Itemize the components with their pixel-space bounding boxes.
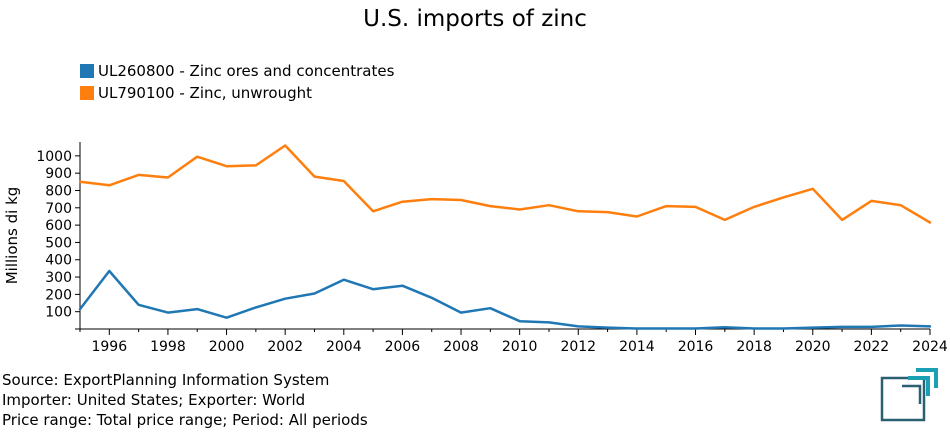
price-text: Price range: Total price range; Period: … xyxy=(2,411,368,429)
y-tick-label: 400 xyxy=(45,253,72,269)
x-tick-label: 2010 xyxy=(502,339,538,355)
y-tick-label: 1000 xyxy=(36,149,72,165)
series-line-1 xyxy=(78,269,932,330)
x-tick-label: 2018 xyxy=(736,339,772,355)
importer-text: Importer: United States; Exporter: World xyxy=(2,391,306,409)
legend-item-series-2: UL790100 - Zinc, unwrought xyxy=(80,82,394,104)
legend-label-series-1: UL260800 - Zinc ores and concentrates xyxy=(98,62,395,80)
series-line-2 xyxy=(78,144,932,224)
x-tick-label: 1996 xyxy=(91,339,127,355)
x-tick-label: 2020 xyxy=(795,339,831,355)
x-tick-label: 2012 xyxy=(560,339,596,355)
y-tick-label: 100 xyxy=(45,305,72,321)
y-tick-label: 500 xyxy=(45,235,72,251)
x-tick-label: 2022 xyxy=(854,339,890,355)
footer: Source: ExportPlanning Information Syste… xyxy=(2,370,368,430)
exportplanning-logo-icon xyxy=(880,368,938,422)
legend-label-series-2: UL790100 - Zinc, unwrought xyxy=(98,84,312,102)
x-tick-label: 2000 xyxy=(209,339,245,355)
y-tick-label: 600 xyxy=(45,218,72,234)
x-tick-label: 2016 xyxy=(678,339,714,355)
chart-title: U.S. imports of zinc xyxy=(363,6,587,32)
y-tick-label: 700 xyxy=(45,201,72,217)
y-tick-label: 200 xyxy=(45,287,72,303)
x-tick-label: 2008 xyxy=(443,339,479,355)
legend-swatch-series-1 xyxy=(80,64,94,78)
x-tick-label: 1998 xyxy=(150,339,186,355)
y-tick-label: 800 xyxy=(45,183,72,199)
legend-item-series-1: UL260800 - Zinc ores and concentrates xyxy=(80,60,394,82)
legend-swatch-series-2 xyxy=(80,86,94,100)
y-tick-label: 300 xyxy=(45,270,72,286)
y-tick-label: 900 xyxy=(45,166,72,182)
x-tick-label: 2024 xyxy=(912,339,948,355)
source-text: Source: ExportPlanning Information Syste… xyxy=(2,371,330,389)
legend: UL260800 - Zinc ores and concentrates UL… xyxy=(80,60,394,104)
x-tick-label: 2004 xyxy=(326,339,362,355)
x-tick-label: 2002 xyxy=(267,339,303,355)
y-axis-label: Millions di kg xyxy=(3,187,21,285)
x-tick-label: 2006 xyxy=(385,339,421,355)
x-tick-label: 2014 xyxy=(619,339,655,355)
